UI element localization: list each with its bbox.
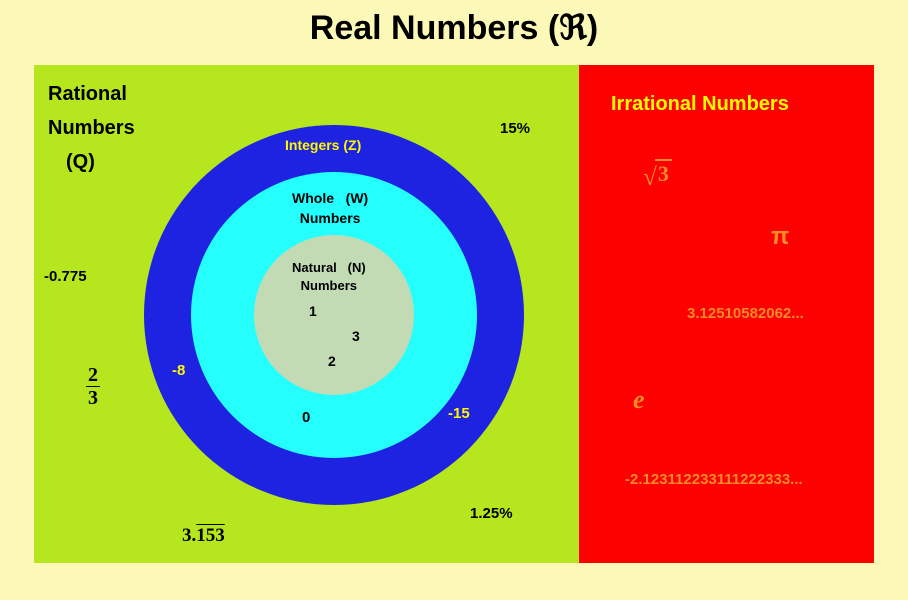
whole-label-w2: (W) [346, 190, 369, 206]
whole-label-l2: Numbers [300, 210, 361, 226]
whole-label-w1: Whole [292, 190, 334, 206]
rat-neg0775: -0.775 [44, 268, 87, 285]
nat-1: 1 [309, 303, 317, 319]
page-title: Real Numbers (ℜ) [0, 0, 908, 54]
rat-two-thirds: 2 3 [86, 365, 100, 408]
natural-label-l2: Numbers [301, 278, 357, 293]
irrational-heading: Irrational Numbers [611, 93, 789, 116]
irrational-panel: Irrational Numbers √3 π 3.12510582062...… [579, 65, 874, 563]
frac-num: 2 [86, 365, 100, 387]
frac-den: 3 [88, 387, 98, 408]
rat-15pct: 15% [500, 120, 530, 137]
irr-dec1: 3.12510582062... [687, 305, 804, 322]
sqrt-radicand: 3 [655, 159, 672, 187]
nat-3: 3 [352, 328, 360, 344]
rational-panel: Rational Numbers (Q) Integers (Z) Whole … [34, 65, 579, 563]
natural-label: Natural (N) Numbers [292, 259, 366, 295]
natural-label-w1: Natural [292, 260, 337, 275]
irr-e: e [633, 385, 645, 415]
rational-heading-l1: Rational [48, 77, 135, 111]
rep-overline: 153 [196, 525, 225, 546]
nat-2: 2 [328, 353, 336, 369]
panels: Rational Numbers (Q) Integers (Z) Whole … [34, 65, 874, 563]
rational-heading-l3: (Q) [48, 145, 135, 179]
integers-label: Integers (Z) [285, 137, 361, 153]
irr-dec2: -2.123112233111222333... [625, 471, 803, 488]
rational-heading: Rational Numbers (Q) [48, 77, 135, 179]
int-neg8: -8 [172, 362, 185, 379]
whole-label: Whole (W) Numbers [292, 189, 368, 228]
rep-prefix: 3. [182, 525, 196, 546]
whole-0: 0 [302, 409, 310, 426]
int-neg15: -15 [448, 405, 470, 422]
rat-125pct: 1.25% [470, 505, 513, 522]
irr-sqrt3: √3 [643, 159, 672, 187]
natural-label-w2: (N) [348, 260, 366, 275]
irr-pi: π [771, 223, 789, 251]
rat-repeating: 3.153 [182, 525, 225, 547]
rational-heading-l2: Numbers [48, 111, 135, 145]
